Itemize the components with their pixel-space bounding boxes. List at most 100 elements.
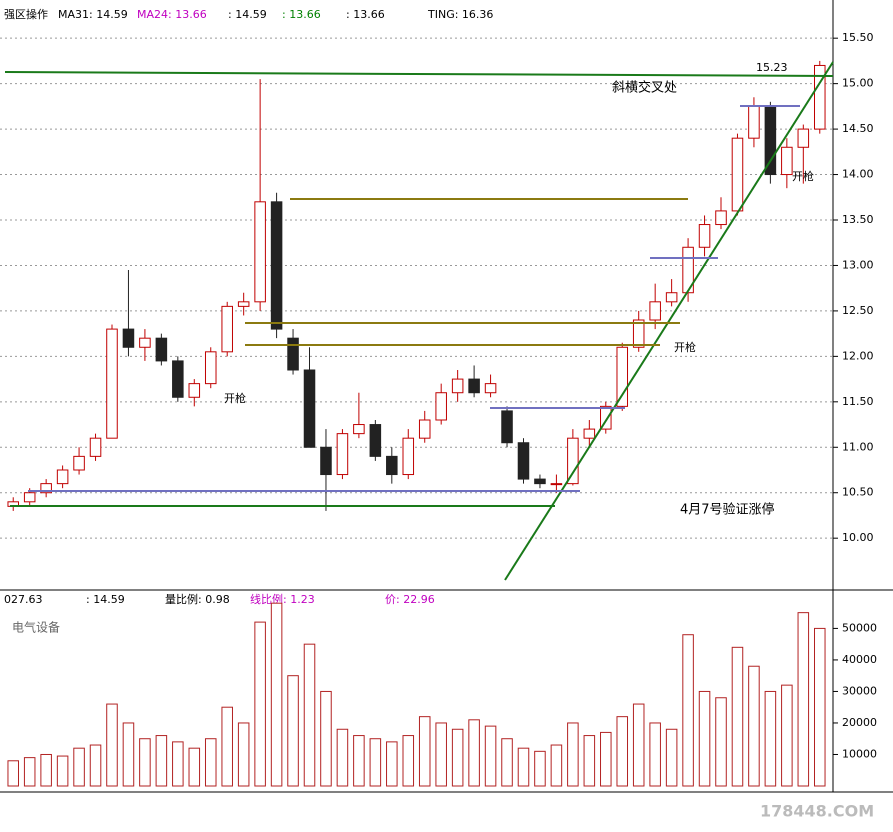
annotation: 斜横交叉处 — [612, 80, 677, 96]
header-text: MA31: 14.59 — [58, 8, 128, 21]
y-tick-label: 20000 — [842, 716, 877, 729]
y-tick-label: 14.50 — [842, 122, 874, 135]
volume-bar — [188, 747, 201, 787]
y-tick-label: 10.00 — [842, 531, 874, 544]
volume-bar — [484, 725, 497, 787]
candle-body — [418, 419, 431, 439]
annotation: 15.23 — [756, 61, 788, 74]
volume-bar — [616, 716, 629, 787]
volume-bar — [550, 744, 563, 787]
header-text: : 14.59 — [86, 593, 125, 606]
header-text: 价: 22.96 — [385, 593, 435, 606]
annotation: 开枪 — [792, 169, 814, 183]
candle-body — [287, 337, 299, 371]
candle-body — [550, 483, 563, 486]
y-tick-label: 11.00 — [842, 440, 874, 453]
volume-bar — [632, 703, 645, 787]
candle-body — [402, 437, 415, 476]
volume-bar — [155, 735, 168, 787]
candle-body — [56, 469, 69, 485]
candle-body — [336, 433, 349, 476]
volume-bar — [665, 728, 678, 787]
y-tick-label: 12.50 — [842, 304, 874, 317]
header-text: 线比例: 1.23 — [250, 592, 315, 606]
candle-body — [781, 146, 793, 176]
volume-bar — [106, 703, 118, 787]
volume-bar — [583, 735, 596, 787]
header-text: TING: 16.36 — [427, 8, 493, 21]
trend-line — [4, 71, 834, 77]
header-text: 027.63 — [4, 593, 43, 606]
candle-body — [73, 455, 85, 471]
candle-body — [682, 246, 694, 294]
volume-bar — [270, 602, 283, 787]
volume-bar — [600, 731, 612, 787]
volume-panel: 10000 20000 30000 40000 50000 — [7, 602, 877, 787]
candle-body — [106, 328, 118, 439]
volume-bar — [336, 728, 349, 787]
candle-body — [237, 301, 250, 307]
volume-bar — [715, 697, 727, 787]
candle-body — [155, 337, 168, 362]
candle-body — [353, 424, 365, 435]
candle-body — [814, 64, 826, 130]
volume-bar — [731, 646, 744, 787]
sector-label: 电气设备 — [12, 620, 60, 635]
y-tick-label: 14.00 — [842, 168, 874, 181]
candle-body — [122, 328, 135, 348]
price-panel: 10.00 10.50 11.00 11.50 12.00 12.50 13.00 13.50… — [0, 31, 874, 544]
watermark: 178448.COM — [760, 802, 874, 821]
volume-bar — [698, 690, 711, 787]
header-text: 量比例: 0.98 — [165, 592, 230, 606]
trend-line — [504, 61, 834, 581]
candle-body — [748, 105, 760, 139]
header-text: 强区操作 — [4, 7, 48, 21]
candle-body — [632, 319, 645, 348]
volume-bar — [89, 744, 102, 787]
candle-body — [23, 492, 36, 503]
candle-body — [501, 410, 513, 444]
candle-body — [451, 378, 464, 394]
volume-bar — [567, 722, 579, 787]
volume-bar — [764, 690, 777, 787]
candle-body — [517, 442, 530, 480]
volume-bar — [451, 728, 464, 787]
candle-body — [468, 378, 480, 394]
volume-bar — [748, 665, 760, 787]
candle-body — [369, 424, 382, 457]
candle-body — [204, 351, 217, 385]
candle-body — [616, 346, 629, 407]
candle-body — [320, 446, 332, 476]
volume-bar — [797, 612, 810, 787]
candle-body — [270, 201, 283, 330]
candle-body — [731, 137, 744, 212]
candle-body — [40, 483, 52, 494]
candle-body — [567, 437, 579, 485]
header-text: : 13.66 — [282, 8, 321, 21]
candle-body — [665, 292, 678, 303]
volume-bar — [369, 738, 382, 787]
candle-body — [172, 360, 184, 398]
volume-bar — [386, 741, 398, 787]
candle-body — [139, 337, 151, 348]
annotation: 开枪 — [674, 340, 696, 354]
y-tick-label: 30000 — [842, 684, 877, 697]
y-tick-label: 15.00 — [842, 77, 874, 90]
candle-body — [386, 455, 398, 476]
volume-bar — [814, 627, 826, 787]
candle-body — [583, 428, 596, 439]
volume-bar — [501, 738, 513, 787]
candle-body — [797, 128, 810, 148]
candle-body — [435, 392, 447, 421]
candle-body — [254, 201, 266, 303]
candle-body — [600, 405, 612, 430]
candle-body — [698, 224, 711, 248]
volume-bar — [254, 621, 266, 787]
volume-bar — [172, 741, 184, 787]
y-tick-label: 13.00 — [842, 258, 874, 271]
volume-bar — [40, 753, 52, 787]
candle-body — [649, 301, 661, 321]
volume-bar — [139, 738, 151, 787]
y-tick-label: 13.50 — [842, 213, 874, 226]
